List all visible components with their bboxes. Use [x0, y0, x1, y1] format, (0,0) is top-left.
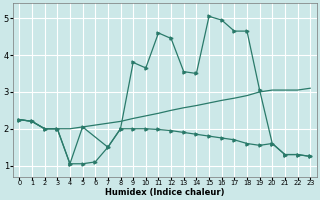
X-axis label: Humidex (Indice chaleur): Humidex (Indice chaleur): [105, 188, 225, 197]
